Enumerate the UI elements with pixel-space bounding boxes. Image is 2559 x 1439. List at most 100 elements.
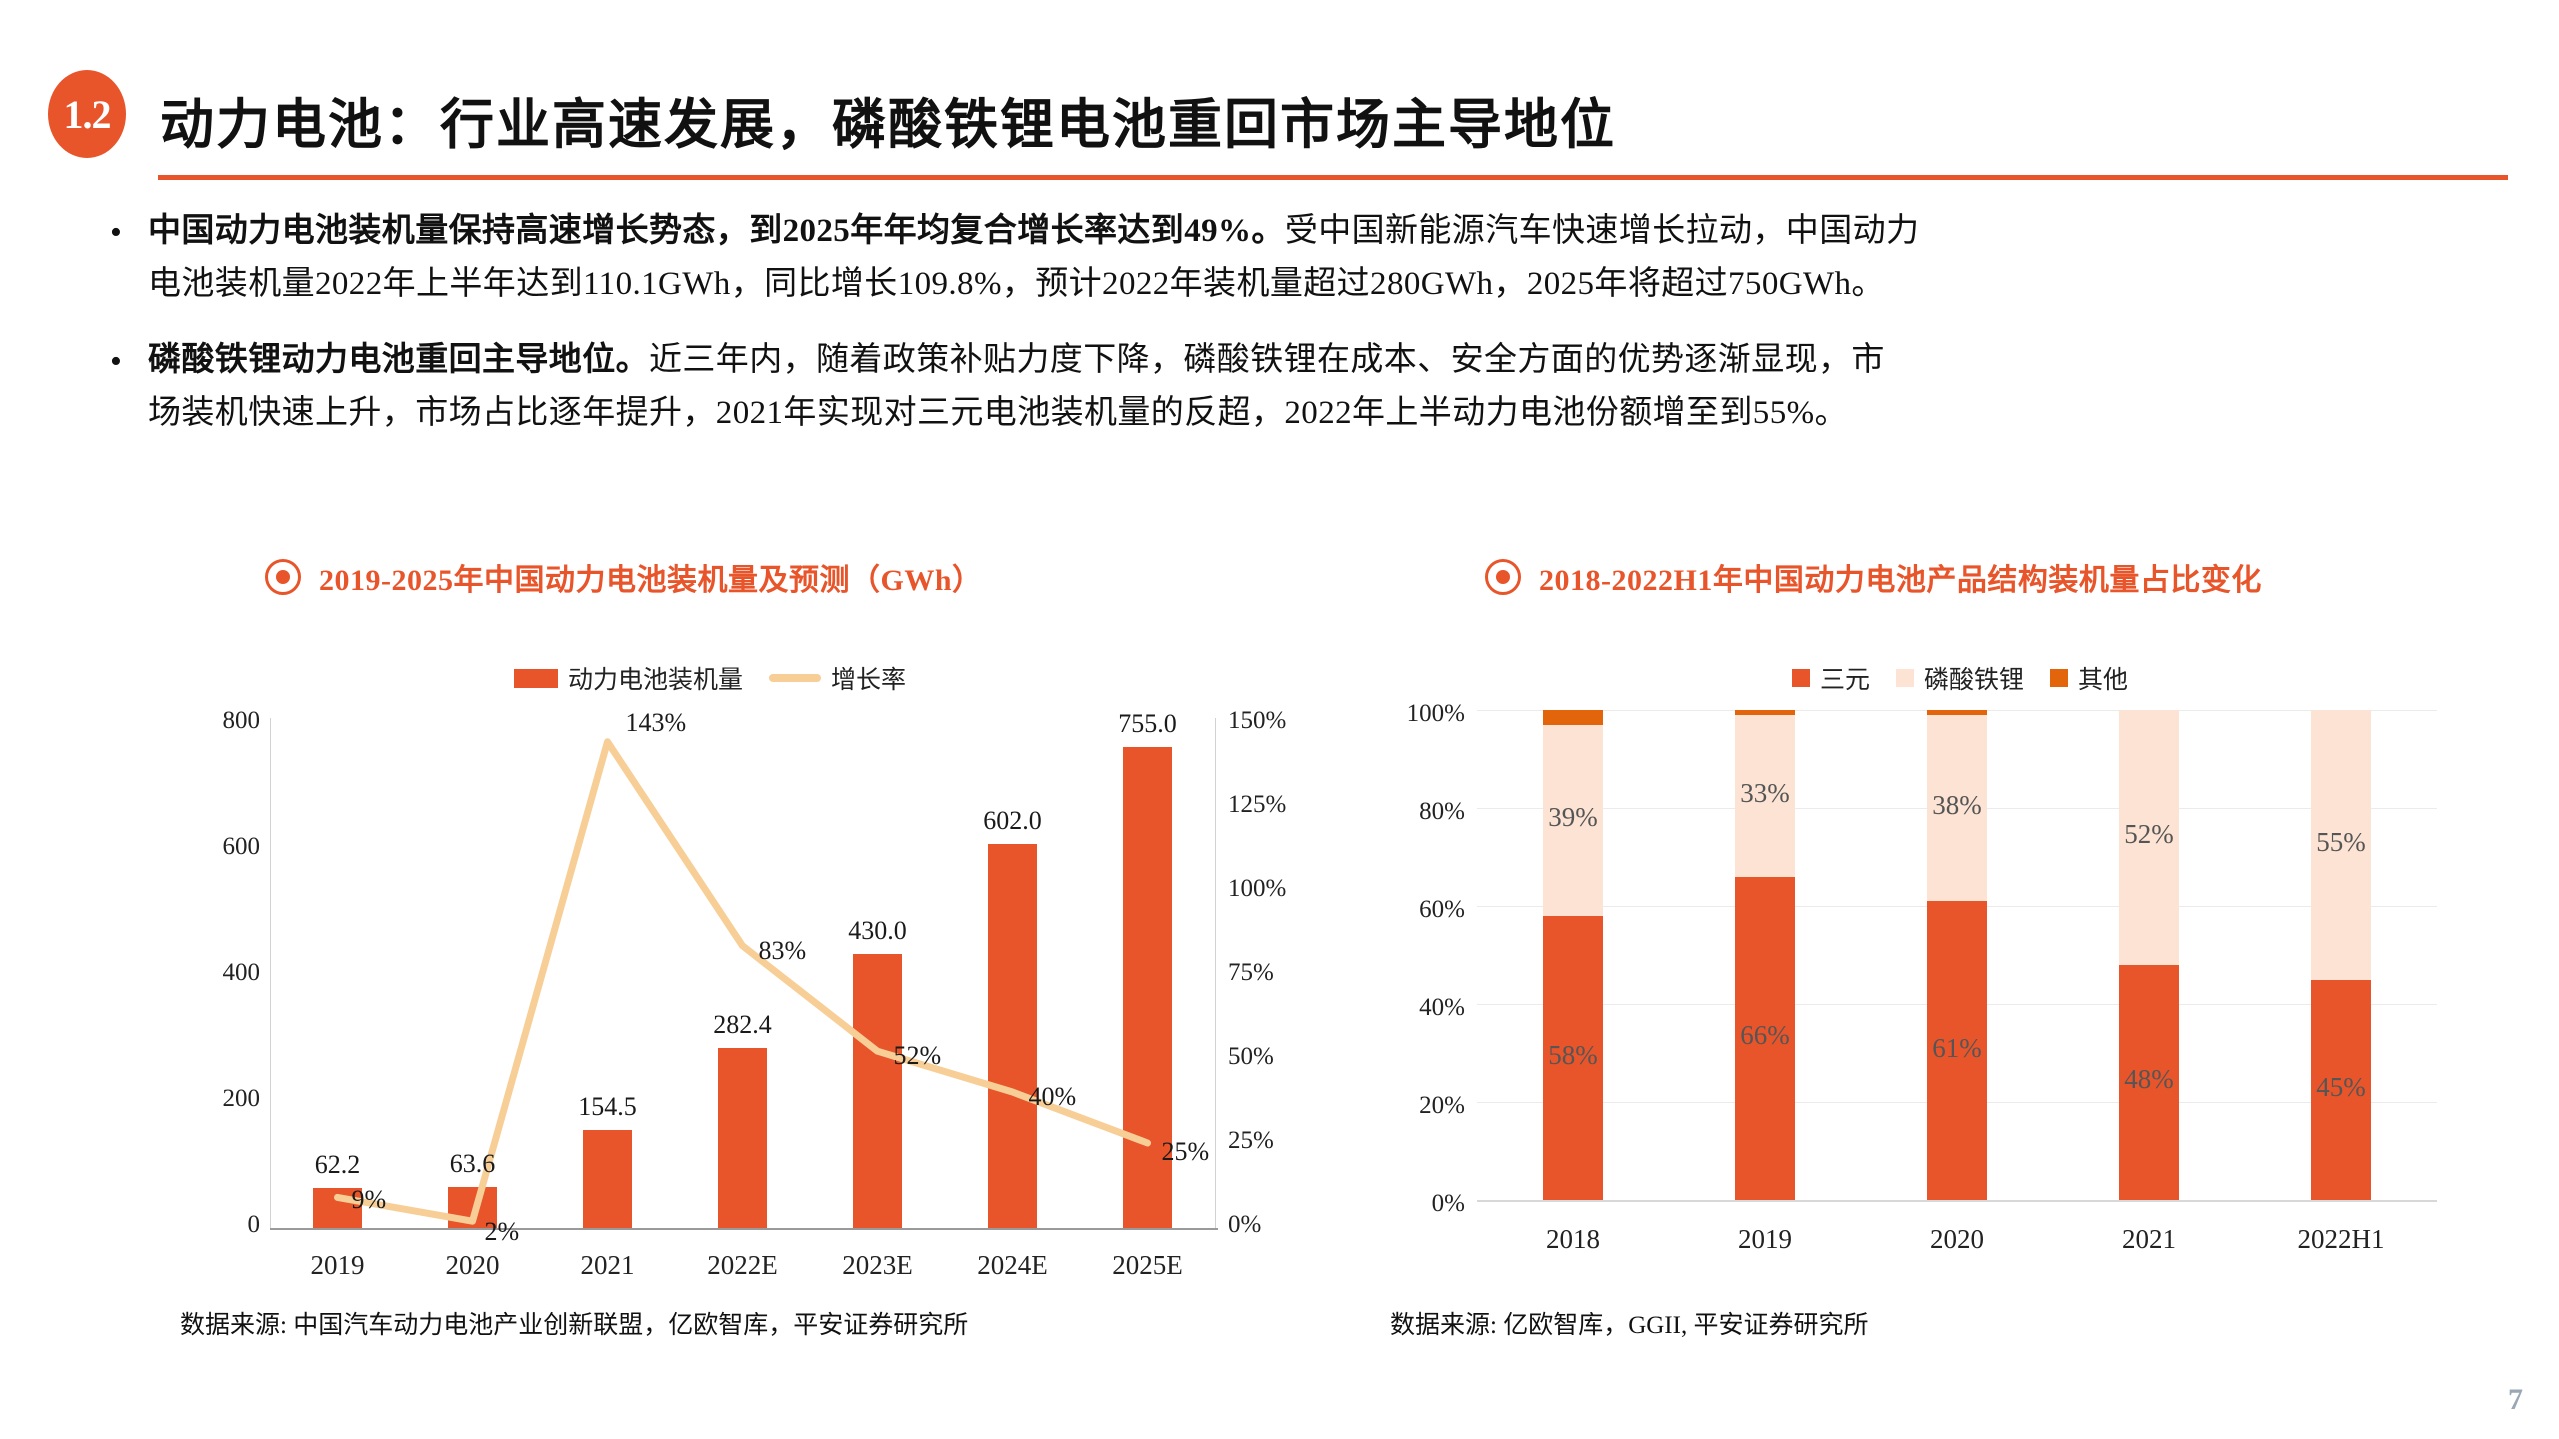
y2-axis-tick: 100% [1228, 875, 1287, 902]
legend-swatch-line-icon [769, 674, 821, 682]
y2-axis-tick: 50% [1228, 1043, 1274, 1070]
section-number-badge: 1.2 [48, 70, 126, 158]
bar [718, 1047, 767, 1228]
legend-item-installed-capacity: 动力电池装机量 [513, 660, 743, 696]
stacked-segment [2119, 710, 2179, 965]
legend-swatch-bar-icon [513, 668, 558, 688]
stacked-segment [1735, 714, 1795, 877]
legend-label: 动力电池装机量 [567, 667, 743, 694]
y-axis-tick: 800 [222, 707, 261, 734]
right-chart-header: 2018-2022H1年中国动力电池产品结构装机量占比变化 [1485, 555, 2485, 599]
bullet-marker: • [110, 342, 122, 380]
line-value-label: 40% [1028, 1082, 1077, 1111]
bar-value-label: 282.4 [713, 1009, 772, 1039]
stacked-segment [2119, 964, 2179, 1200]
y2-axis-tick: 150% [1228, 707, 1287, 734]
stacked-segment [2311, 979, 2371, 1200]
segment-value-label: 61% [1932, 1032, 1982, 1063]
bar-value-label: 755.0 [1118, 708, 1177, 738]
segment-value-label: 66% [1740, 1020, 1790, 1051]
stacked-segment [1543, 724, 1603, 916]
y2-axis-tick: 25% [1228, 1127, 1274, 1154]
bullet-line-2: 场装机快速上升，市场占比逐年提升，2021年实现对三元电池装机量的反超，2022… [148, 395, 1848, 432]
y-axis-tick: 400 [222, 959, 261, 986]
legend-item-growth-rate: 增长率 [769, 660, 906, 696]
x-axis-tick: 2021 [580, 1250, 635, 1280]
segment-value-label: 48% [2124, 1064, 2174, 1095]
x-axis-tick: 2022H1 [2297, 1224, 2385, 1254]
bar-value-label: 154.5 [578, 1091, 637, 1121]
x-axis-tick: 2024E [977, 1250, 1048, 1280]
x-axis-tick: 2023E [842, 1250, 913, 1280]
x-axis-tick: 2022E [707, 1250, 778, 1280]
bullet-rest-text: 近三年内，随着政策补贴力度下降，磷酸铁锂在成本、安全方面的优势逐渐显现，市 [649, 341, 1885, 378]
y2-axis-tick: 0% [1228, 1211, 1262, 1238]
bullet-text: 磷酸铁锂动力电池重回主导地位。近三年内，随着政策补贴力度下降，磷酸铁锂在成本、安… [148, 334, 1885, 441]
left-chart-source: 数据来源: 中国汽车动力电池产业创新联盟，亿欧智库，平安证券研究所 [180, 1312, 969, 1339]
bar-value-label: 602.0 [983, 806, 1042, 836]
bullet-line-2: 电池装机量2022年上半年达到110.1GWh，同比增长109.8%，预计202… [148, 266, 1885, 303]
right-chart-panel: 2018-2022H1年中国动力电池产品结构装机量占比变化 [1485, 555, 2485, 599]
line-value-label: 2% [484, 1217, 520, 1247]
y-axis-tick: 40% [1419, 994, 1465, 1021]
x-axis-tick: 2025E [1112, 1250, 1183, 1280]
bar [988, 844, 1037, 1228]
x-axis-tick: 2019 [310, 1250, 365, 1280]
stacked-segment [1543, 710, 1603, 725]
left-chart-plot: 800 600 400 200 0 150% 125% 100% 75% 50%… [180, 700, 1330, 1280]
legend-label: 三元 [1819, 667, 1870, 694]
y-axis-tick: 0% [1431, 1190, 1465, 1217]
bullet-bold-text: 中国动力电池装机量保持高速增长势态，到2025年年均复合增长率达到49%。 [148, 213, 1285, 249]
legend-label: 磷酸铁锂 [1923, 667, 2024, 694]
line-value-label: 143% [625, 707, 687, 737]
line-value-label: 52% [893, 1041, 942, 1071]
y-axis-tick: 600 [222, 833, 261, 860]
bar [853, 953, 902, 1228]
right-chart-title: 2018-2022H1年中国动力电池产品结构装机量占比变化 [1539, 564, 2262, 597]
stacked-segment [2311, 710, 2371, 980]
x-axis-line [1477, 1200, 2437, 1202]
legend-label: 其他 [2078, 667, 2129, 694]
slide-header: 1.2 动力电池：行业高速发展，磷酸铁锂电池重回市场主导地位 [48, 62, 2508, 180]
stacked-segment [1927, 710, 1987, 715]
bar [583, 1129, 632, 1228]
stacked-segment [1543, 915, 1603, 1200]
list-item: • 中国动力电池装机量保持高速增长势态，到2025年年均复合增长率达到49%。受… [110, 205, 2490, 312]
x-axis-tick: 2021 [2122, 1224, 2176, 1254]
bullet-list: • 中国动力电池装机量保持高速增长势态，到2025年年均复合增长率达到49%。受… [110, 205, 2490, 463]
x-axis-line [270, 1228, 1218, 1230]
stacked-segment [1735, 876, 1795, 1200]
left-chart-title: 2019-2025年中国动力电池装机量及预测（GWh） [319, 564, 983, 597]
line-value-label: 83% [758, 935, 807, 965]
bar-value-label: 63.6 [449, 1149, 496, 1179]
y-axis-line [270, 718, 271, 1228]
stacked-segment [1927, 714, 1987, 902]
line-value-label: 9% [351, 1185, 387, 1215]
bullet-rest-text: 受中国新能源汽车快速增长拉动，中国动力 [1284, 213, 1920, 249]
segment-value-label: 55% [2316, 826, 2366, 857]
y-axis-tick: 60% [1419, 896, 1465, 923]
x-axis-tick: 2018 [1546, 1224, 1600, 1254]
legend-swatch-ternary-icon [1791, 669, 1810, 687]
right-chart-source: 数据来源: 亿欧智库，GGII, 平安证券研究所 [1390, 1312, 1869, 1339]
left-chart-header: 2019-2025年中国动力电池装机量及预测（GWh） [265, 555, 1325, 599]
y-axis-tick: 20% [1419, 1092, 1465, 1119]
right-chart-plot: 100% 80% 60% 40% 20% 0% 58% 39% 66% 33% 61% 3… [1355, 700, 2455, 1280]
y-axis-tick: 100% [1406, 700, 1465, 727]
legend-swatch-other-icon [2050, 669, 2068, 687]
bar-value-label: 430.0 [848, 915, 907, 945]
x-axis-tick: 2019 [1738, 1224, 1792, 1254]
left-chart-panel: 2019-2025年中国动力电池装机量及预测（GWh） [265, 555, 1325, 599]
segment-value-label: 33% [1740, 777, 1790, 808]
y-axis-tick: 0 [247, 1211, 261, 1238]
y2-axis-tick: 125% [1228, 791, 1287, 818]
stacked-segment [1735, 710, 1795, 715]
y2-axis-line [1215, 718, 1216, 1228]
bullet-bold-text: 磷酸铁锂动力电池重回主导地位。 [148, 341, 649, 378]
legend-item-lfp: 磷酸铁锂 [1895, 660, 2024, 696]
stacked-segment [1927, 901, 1987, 1200]
left-chart-legend: 动力电池装机量 增长率 [400, 660, 1020, 696]
line-value-label: 25% [1161, 1137, 1210, 1166]
bullet-text: 中国动力电池装机量保持高速增长势态，到2025年年均复合增长率达到49%。受中国… [148, 205, 1919, 312]
